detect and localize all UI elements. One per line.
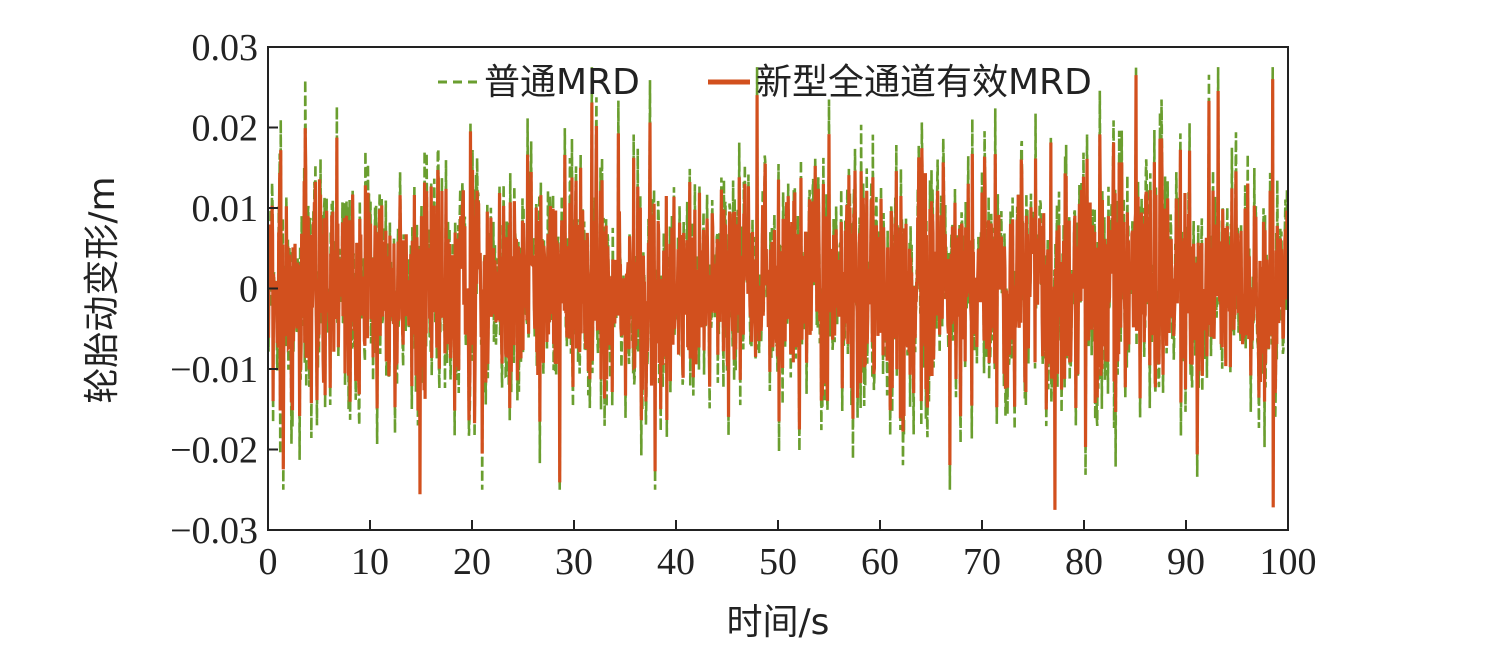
series-layer xyxy=(268,67,1288,510)
y-tick-label: 0.02 xyxy=(192,108,259,150)
y-tick-label: −0.03 xyxy=(170,510,258,552)
x-tick-label: 20 xyxy=(453,541,491,583)
x-tick-label: 0 xyxy=(259,541,278,583)
legend-label-new-mrd: 新型全通道有效MRD xyxy=(756,62,1092,103)
x-tick-label: 60 xyxy=(861,541,899,583)
x-tick-label: 90 xyxy=(1167,541,1205,583)
y-axis-title: 轮胎动变形/m xyxy=(82,176,123,403)
x-axis: 0 10 20 30 40 50 60 70 80 90 100 xyxy=(259,520,1317,583)
x-tick-label: 100 xyxy=(1260,541,1317,583)
x-tick-label: 30 xyxy=(555,541,593,583)
legend: 普通MRD 新型全通道有效MRD xyxy=(438,62,1092,103)
y-tick-label: 0.03 xyxy=(192,27,259,69)
y-tick-label: −0.02 xyxy=(170,430,258,472)
x-tick-label: 40 xyxy=(657,541,695,583)
series-line-new-mrd xyxy=(268,75,1288,510)
x-tick-label: 70 xyxy=(963,541,1001,583)
x-tick-label: 80 xyxy=(1065,541,1103,583)
x-axis-title: 时间/s xyxy=(727,602,830,643)
y-tick-label: −0.01 xyxy=(170,349,258,391)
x-tick-label: 50 xyxy=(759,541,797,583)
y-tick-label: 0 xyxy=(239,269,258,311)
legend-label-normal-mrd: 普通MRD xyxy=(484,62,640,103)
x-tick-label: 10 xyxy=(351,541,389,583)
y-axis: 0.03 0.02 0.01 0 −0.01 −0.02 −0.03 xyxy=(170,27,278,552)
y-tick-label: 0.01 xyxy=(192,188,259,230)
